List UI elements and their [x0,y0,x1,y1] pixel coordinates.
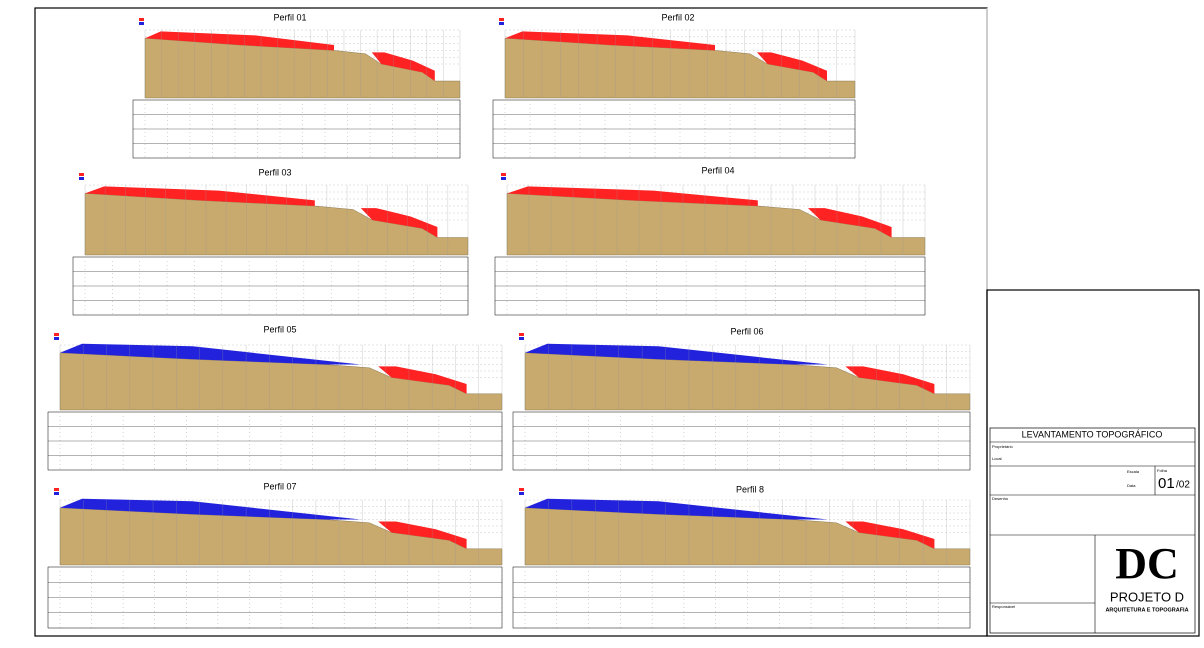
legend-cut [501,173,506,176]
cut-area [378,366,467,394]
field-label: Local [992,456,1002,461]
sheet-total: /02 [1176,480,1190,491]
legend-fill [519,337,524,340]
cut-area [808,208,892,238]
title-block-border [986,289,1200,637]
legend-cut [519,333,524,336]
title-block-title: LEVANTAMENTO TOPOGRÁFICO [1022,429,1163,439]
company-tagline: ARQUITETURA E TOPOGRAFIA [1105,607,1188,613]
legend-fill [54,337,59,340]
field-label: Escala [1127,469,1140,474]
company-name: PROJETO D [1110,589,1184,604]
profile-title: Perfil 06 [730,326,763,336]
cut-area [507,186,758,206]
cut-area [371,52,435,81]
field-label: Folha [1157,468,1168,473]
field-label: Desenho [992,496,1009,501]
profile-title: Perfil 04 [701,165,734,175]
title-block: LEVANTAMENTO TOPOGRÁFICO Proprietário Lo… [986,289,1200,637]
cut-area [845,366,935,394]
sheet-number: 01 [1158,475,1175,492]
field-label: Data [1127,483,1136,488]
legend-cut [139,18,144,21]
fill-area [60,343,361,365]
logo: DC [1115,539,1179,588]
profile-title: Perfil 03 [258,167,291,177]
cut-area [145,31,334,51]
legend-cut [54,488,59,491]
profile-title: Perfil 02 [661,12,694,22]
legend-cut [499,18,504,21]
cut-area [378,521,467,549]
fill-area [525,343,828,365]
legend-fill [519,492,524,495]
field-label: Responsável [992,604,1015,609]
fill-area [525,498,828,520]
profile-title: Perfil 05 [263,324,296,334]
cut-area [360,208,438,238]
legend-cut [79,173,84,176]
fill-area [60,498,361,520]
legend-fill [499,22,504,25]
cut-area [85,186,315,206]
title-block-inner [989,427,1196,634]
profile-title: Perfil 07 [263,481,296,491]
cut-area [505,31,715,51]
legend-fill [501,177,506,180]
legend-cut [54,333,59,336]
legend-fill [54,492,59,495]
cut-area [845,521,935,549]
legend-fill [79,177,84,180]
legend-fill [139,22,144,25]
legend-cut [519,488,524,491]
profile-title: Perfil 8 [736,484,764,494]
cut-area [757,52,827,81]
profile-title: Perfil 01 [273,12,306,22]
field-label: Proprietário [992,444,1013,449]
